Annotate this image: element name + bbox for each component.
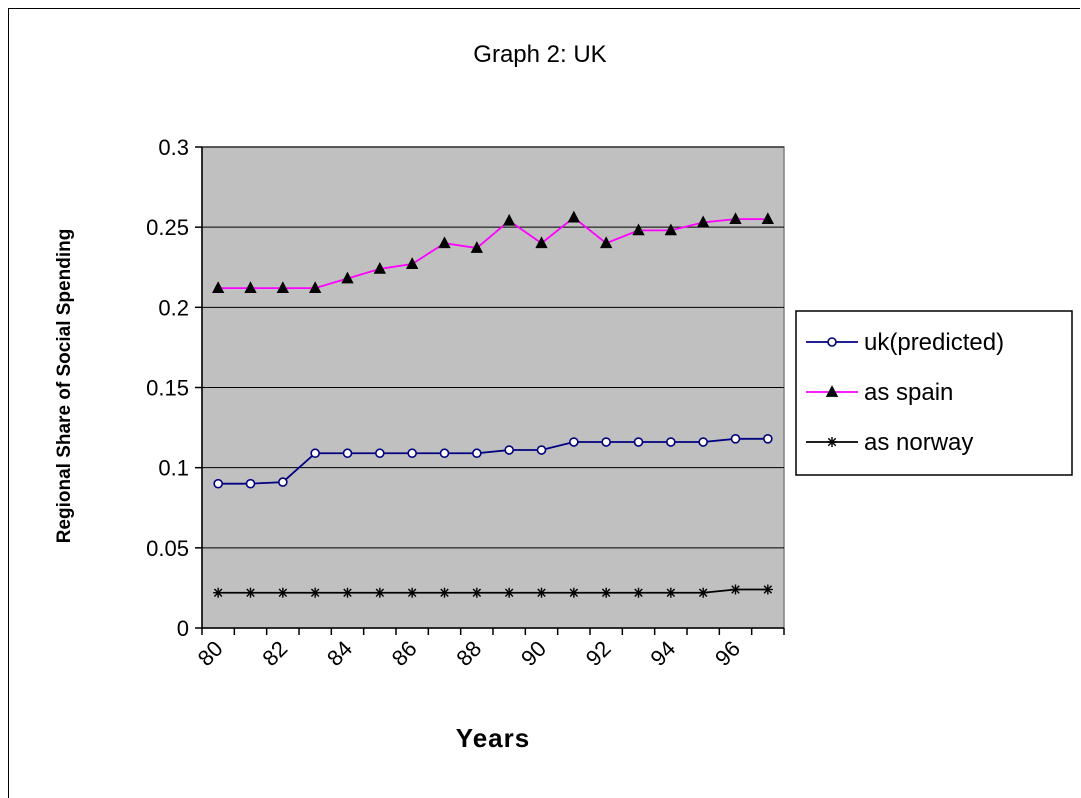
y-tick-label: 0	[177, 616, 189, 641]
series-as-spain	[212, 210, 774, 293]
data-point	[536, 587, 547, 598]
x-axis-title: Years	[456, 723, 530, 753]
legend-label: as norway	[864, 429, 973, 456]
data-point	[245, 478, 256, 489]
data-point	[244, 281, 257, 293]
data-point	[278, 477, 288, 487]
x-tick-label: 90	[516, 636, 551, 671]
legend-entry: uk(predicted)	[806, 329, 1004, 356]
x-tick-label: 84	[322, 636, 357, 671]
legend-label: as spain	[864, 379, 953, 406]
data-point	[601, 587, 612, 598]
legend-entry: as spain	[806, 379, 953, 406]
data-point	[472, 448, 482, 459]
legend-entry: as norway	[806, 429, 973, 456]
legend-box	[795, 310, 1073, 476]
y-tick-label: 0.05	[146, 536, 189, 561]
data-point	[309, 281, 322, 293]
data-point	[470, 241, 483, 253]
data-point	[762, 584, 773, 595]
y-tick-label: 0.25	[146, 215, 189, 240]
x-tick-label: 94	[645, 636, 680, 671]
data-point	[375, 448, 385, 459]
series-uk-predicted	[213, 434, 773, 489]
x-tick-label: 96	[710, 636, 745, 671]
y-axis-title: Regional Share of Social Spending	[54, 229, 75, 544]
chart-frame	[8, 8, 1080, 798]
data-point	[698, 437, 708, 447]
data-point	[535, 236, 548, 249]
series-as-norway	[213, 584, 773, 598]
chart-title: Graph 2: UK	[473, 41, 606, 68]
data-point	[276, 281, 289, 293]
data-point	[373, 261, 386, 274]
data-point	[310, 448, 320, 459]
data-point	[439, 448, 450, 459]
data-point	[439, 587, 450, 598]
data-point	[310, 587, 321, 598]
series-line	[218, 216, 768, 289]
y-axis-ticks: 0 0.05 0.1 0.15 0.2 0.25 0.3	[146, 135, 202, 641]
data-point	[407, 587, 418, 598]
data-point	[471, 587, 482, 598]
x-tick-label: 92	[581, 636, 616, 671]
data-point	[213, 478, 223, 489]
data-point	[504, 587, 515, 598]
data-point	[600, 236, 613, 249]
x-tick-label: 86	[387, 636, 422, 671]
data-point	[536, 445, 547, 455]
data-point	[601, 437, 611, 447]
data-point	[730, 584, 741, 595]
data-point	[665, 587, 676, 598]
data-point	[438, 236, 451, 249]
data-point	[277, 587, 288, 598]
data-point	[213, 587, 224, 598]
x-tick-label: 80	[193, 636, 228, 671]
y-tick-label: 0.15	[146, 376, 189, 401]
legend-marker	[827, 337, 837, 347]
series-layer	[212, 210, 774, 598]
data-point	[567, 210, 580, 223]
data-point	[664, 223, 677, 236]
data-point	[568, 587, 579, 598]
data-point	[666, 437, 676, 447]
data-point	[698, 587, 709, 598]
y-tick-label: 0.2	[158, 295, 189, 320]
data-point	[407, 448, 417, 459]
y-tick-label: 0.1	[158, 456, 189, 481]
legend-label: uk(predicted)	[864, 329, 1004, 356]
data-point	[633, 587, 644, 598]
data-point	[341, 271, 354, 284]
data-point	[729, 212, 742, 225]
x-axis-ticks: 80 82 84 86 88 90 92 94 96	[193, 628, 785, 671]
data-point	[503, 213, 516, 226]
legend: uk(predicted) as spain as norway	[795, 310, 1073, 476]
data-point	[212, 281, 225, 293]
series-line	[218, 437, 768, 485]
data-point	[245, 587, 256, 598]
data-point	[763, 434, 773, 444]
data-point	[374, 587, 385, 598]
x-tick-label: 82	[257, 636, 292, 671]
x-tick-label: 88	[451, 636, 486, 671]
data-point	[632, 223, 645, 236]
data-point	[761, 212, 774, 225]
data-point	[342, 587, 353, 598]
data-point	[697, 215, 710, 228]
series-line	[218, 588, 768, 594]
legend-marker	[825, 385, 839, 397]
data-point	[569, 437, 579, 447]
data-point	[633, 437, 644, 447]
data-point	[730, 434, 741, 444]
data-point	[406, 257, 419, 269]
data-point	[504, 445, 514, 455]
y-tick-label: 0.3	[158, 135, 189, 160]
data-point	[342, 448, 353, 459]
legend-marker	[827, 437, 837, 447]
